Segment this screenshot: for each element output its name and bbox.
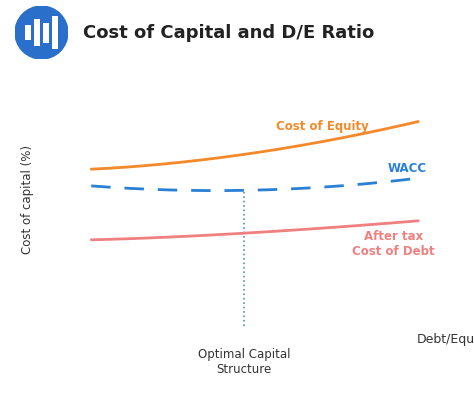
Text: WACC: WACC <box>388 162 427 175</box>
Circle shape <box>15 6 68 59</box>
Text: After tax
Cost of Debt: After tax Cost of Debt <box>352 230 435 258</box>
FancyBboxPatch shape <box>25 25 31 40</box>
Text: Debt/Equity: Debt/Equity <box>417 333 474 346</box>
Text: Cost of capital (%): Cost of capital (%) <box>21 145 34 254</box>
FancyBboxPatch shape <box>43 22 49 43</box>
Text: Cost of Equity: Cost of Equity <box>276 120 369 133</box>
Text: Optimal Capital
Structure: Optimal Capital Structure <box>198 348 291 376</box>
FancyBboxPatch shape <box>52 16 58 49</box>
FancyBboxPatch shape <box>34 19 40 46</box>
Text: Cost of Capital and D/E Ratio: Cost of Capital and D/E Ratio <box>83 24 374 42</box>
